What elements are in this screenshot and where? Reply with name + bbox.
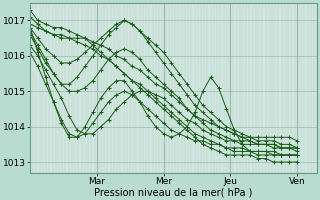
X-axis label: Pression niveau de la mer( hPa ): Pression niveau de la mer( hPa ) bbox=[94, 187, 253, 197]
